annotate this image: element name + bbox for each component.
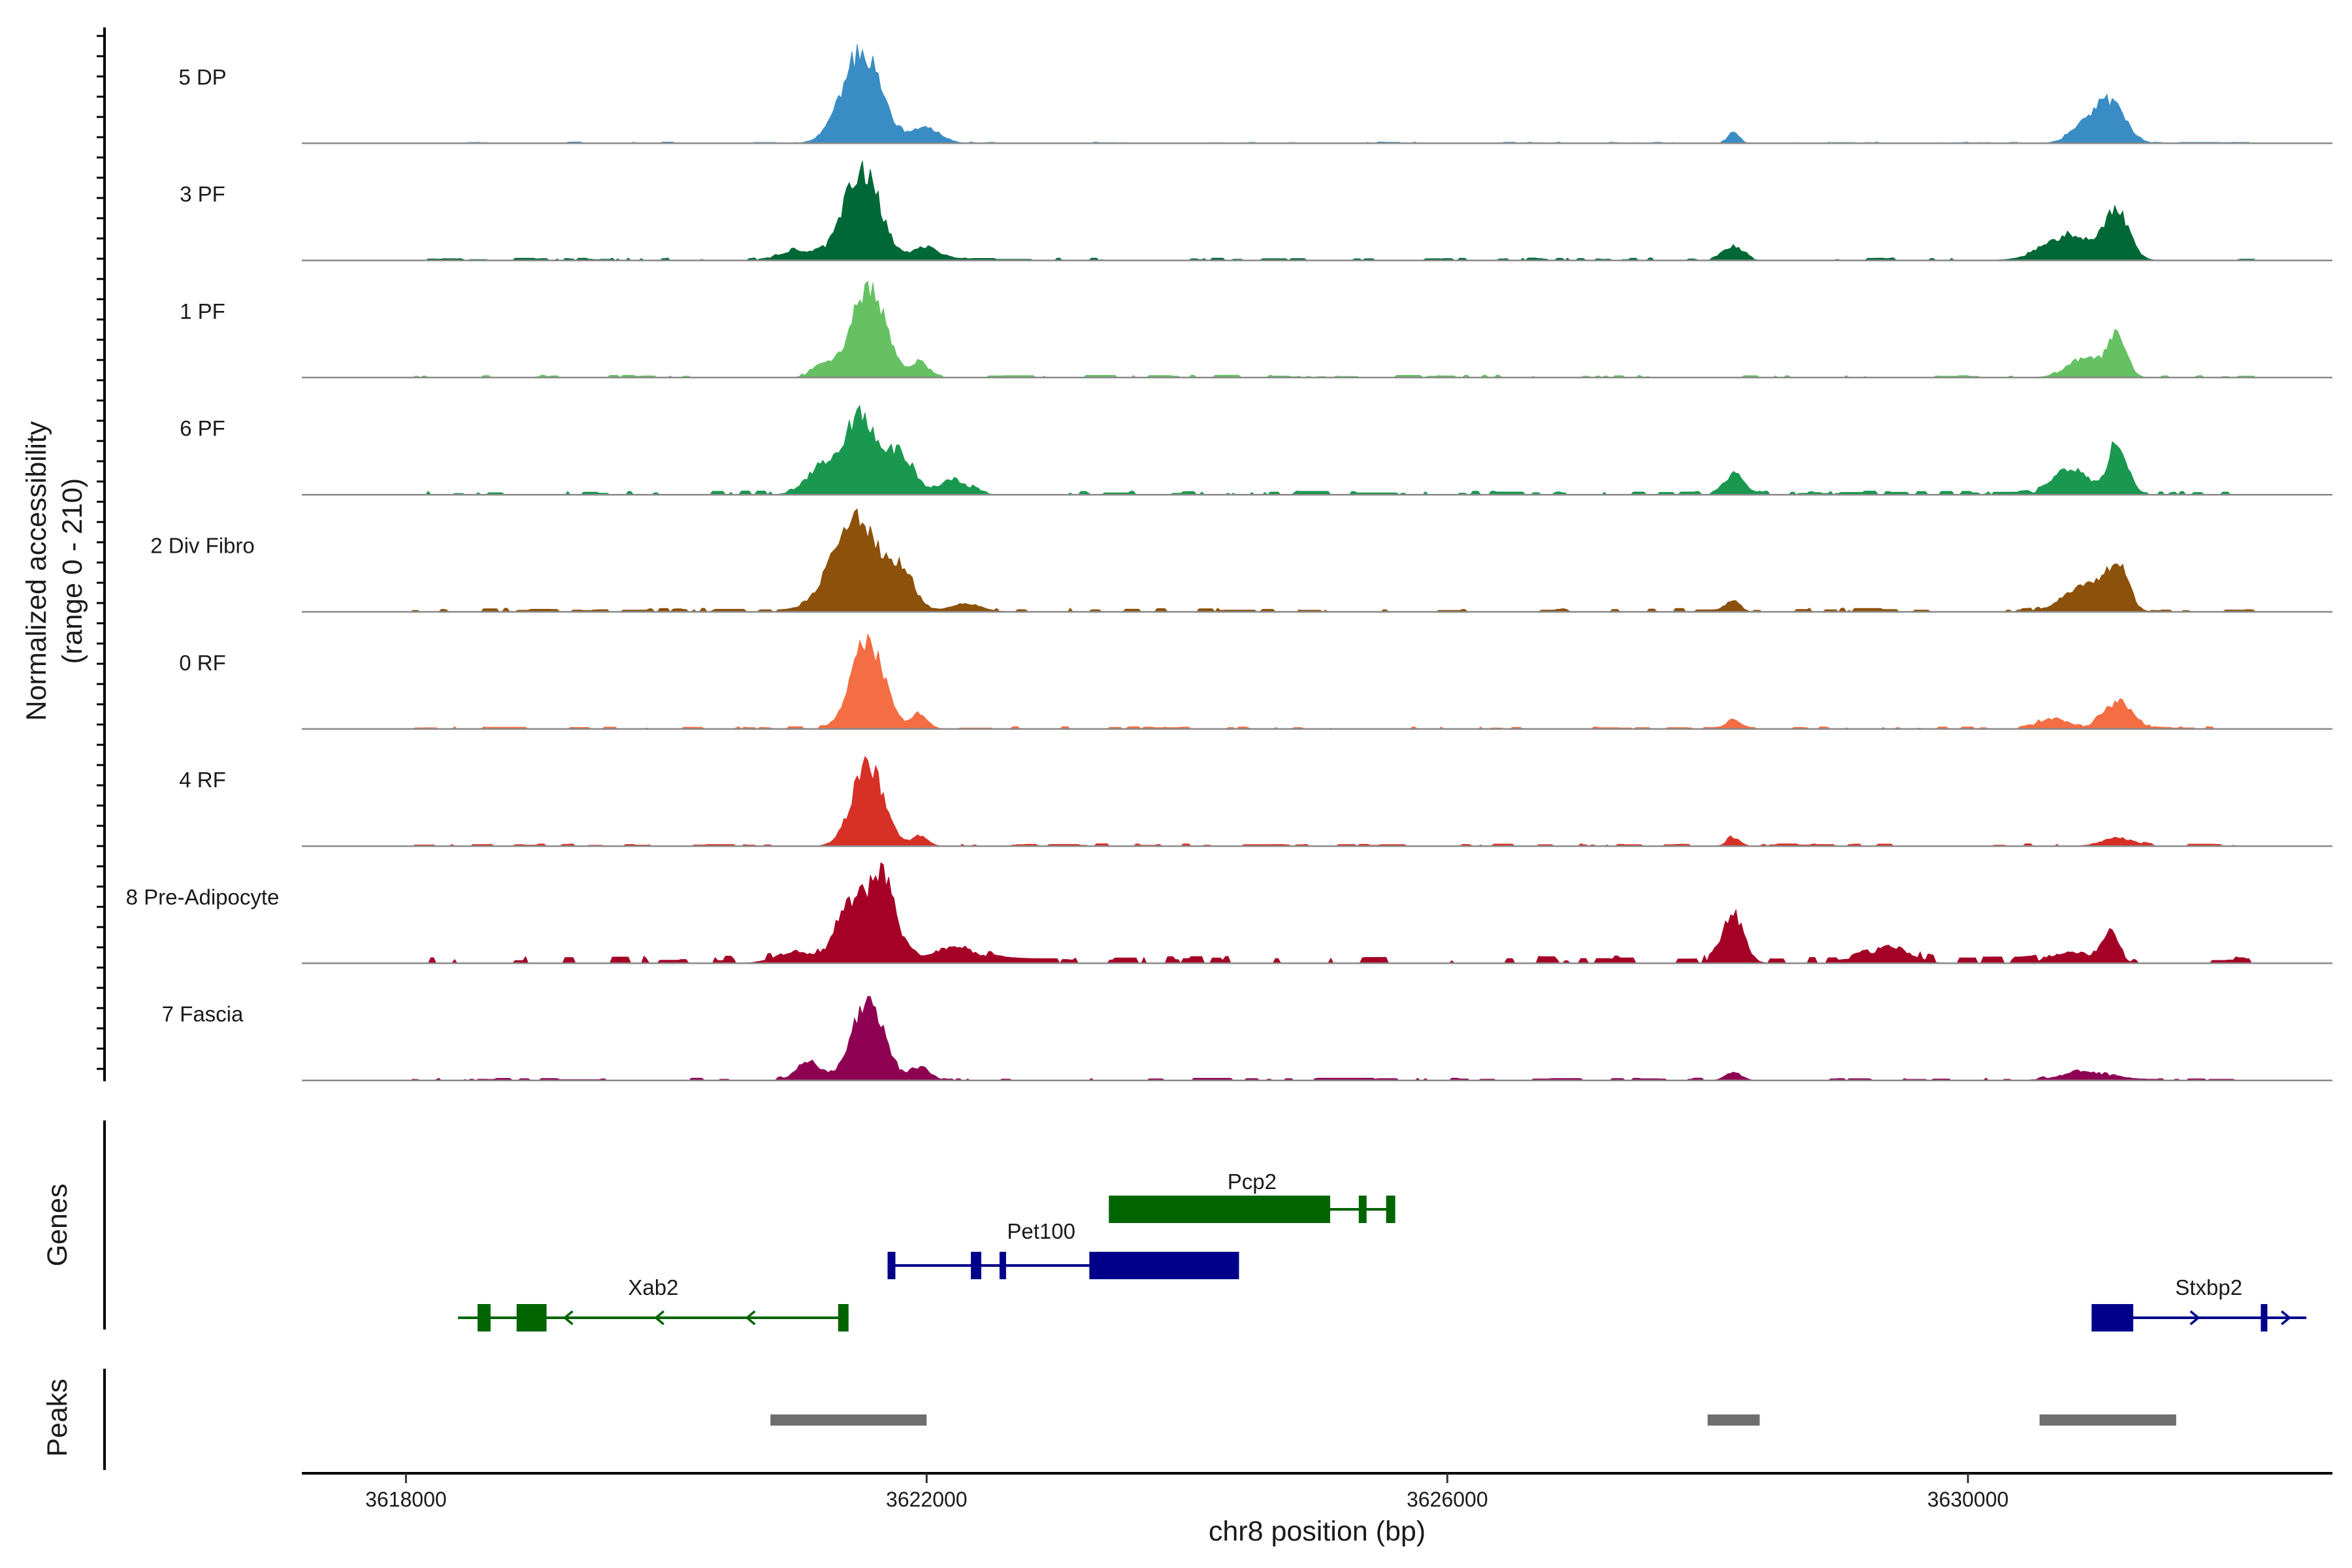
track-label: 7 Fascia — [162, 1002, 244, 1026]
coverage-area — [412, 161, 2255, 261]
track-label: 5 DP — [178, 65, 226, 89]
strand-arrow — [2189, 1310, 2200, 1326]
track-label: 4 RF — [179, 768, 226, 792]
gene-label: Stxbp2 — [2175, 1275, 2242, 1299]
strand-arrow — [654, 1310, 665, 1326]
gene-label: Pcp2 — [1228, 1169, 1277, 1194]
track-label: 0 RF — [179, 651, 226, 675]
coverage-tracks: 5 DP 3 PF 1 PF 6 PF 2 Div Fibro 0 RF 4 RF 8 Pre… — [126, 44, 2332, 1081]
exon — [516, 1304, 547, 1331]
coverage-area — [412, 508, 2255, 613]
track-label: 2 Div Fibro — [150, 534, 255, 558]
gene-stxbp2: Stxbp2 — [2091, 1275, 2307, 1331]
gene-label: Xab2 — [628, 1275, 678, 1299]
gene-xab2: Xab2 — [458, 1275, 849, 1331]
peak-region — [1707, 1414, 1760, 1426]
gene-pet100: Pet100 — [887, 1219, 1239, 1279]
track: 4 RF — [179, 755, 2332, 847]
peaks-panel — [770, 1414, 2176, 1426]
exon — [1109, 1196, 1330, 1223]
exon — [1386, 1196, 1396, 1223]
x-axis: 3618000 3622000 3626000 3630000 — [302, 1472, 2332, 1511]
peaks-panel-title: Peaks — [42, 1379, 73, 1457]
exon — [1358, 1196, 1367, 1223]
track-label: 3 PF — [180, 182, 225, 206]
track-label: 1 PF — [180, 299, 225, 323]
track-label: 6 PF — [180, 416, 225, 440]
gene-pcp2: Pcp2 — [1109, 1169, 1396, 1223]
x-tick-label: 3618000 — [365, 1488, 447, 1511]
left-axes — [97, 27, 106, 1470]
genes-panel-title: Genes — [42, 1184, 73, 1267]
track: 6 PF — [180, 404, 2332, 496]
y-axis-title-line2: (range 0 - 210) — [57, 478, 88, 664]
exon — [2091, 1304, 2134, 1331]
x-tick-label: 3622000 — [886, 1488, 968, 1511]
coverage-area — [412, 633, 2255, 730]
peak-region — [2039, 1414, 2176, 1426]
coverage-area — [412, 755, 2255, 847]
strand-arrow — [563, 1310, 574, 1326]
y-axis-title-line1: Normalized accessibility — [21, 421, 52, 721]
peak-region — [770, 1414, 927, 1426]
strand-arrow — [2281, 1310, 2291, 1326]
exon — [838, 1304, 849, 1331]
exon — [1089, 1252, 1239, 1279]
strand-arrow — [745, 1310, 756, 1326]
exon — [2261, 1304, 2268, 1331]
track: 8 Pre-Adipocyte — [126, 862, 2332, 964]
track: 2 Div Fibro — [150, 508, 2332, 613]
track: 5 DP — [178, 44, 2332, 144]
exon — [971, 1252, 981, 1279]
exon — [887, 1252, 896, 1279]
gene-annotation-panel: Pcp2 Pet100 Xab2 Stxbp2 — [458, 1169, 2307, 1331]
x-axis-title: chr8 position (bp) — [1209, 1516, 1426, 1547]
exon — [477, 1304, 491, 1331]
track: 0 RF — [179, 633, 2332, 730]
coverage-area — [412, 862, 2255, 964]
coverage-area — [412, 44, 2255, 144]
track: 3 PF — [180, 161, 2332, 261]
coverage-area — [412, 996, 2255, 1081]
track: 1 PF — [180, 280, 2332, 379]
gene-label: Pet100 — [1007, 1219, 1075, 1243]
exon — [999, 1252, 1006, 1279]
coverage-area — [412, 404, 2255, 495]
track-label: 8 Pre-Adipocyte — [126, 885, 280, 909]
x-tick-label: 3630000 — [1927, 1488, 2009, 1511]
x-tick-label: 3626000 — [1407, 1488, 1488, 1511]
track: 7 Fascia — [162, 996, 2332, 1081]
coverage-area — [412, 280, 2255, 378]
